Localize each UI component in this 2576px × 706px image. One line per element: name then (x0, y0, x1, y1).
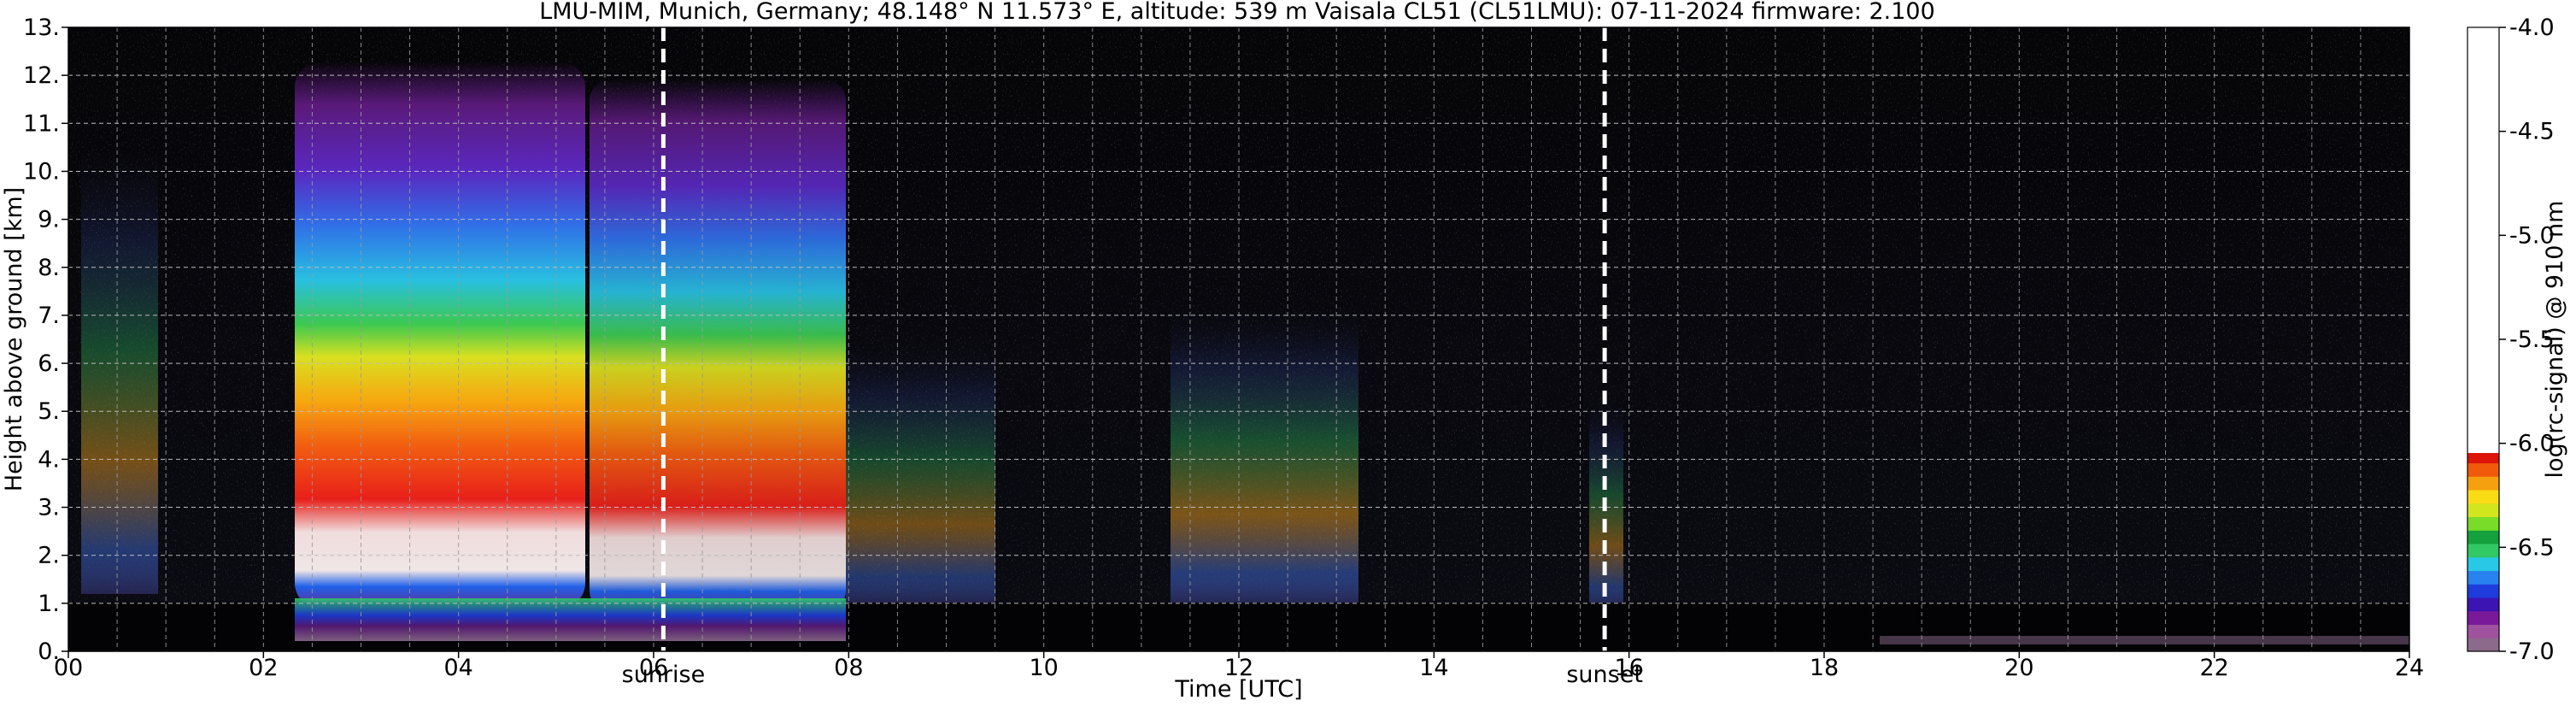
x-tick-label: 24 (2395, 655, 2424, 681)
x-tick-label: 10 (1029, 655, 1058, 681)
colorbar-tick-label: -5.0 (2509, 222, 2555, 249)
feature-surface-glow-main (295, 598, 846, 641)
y-tick-label: 7. (38, 303, 60, 329)
y-tick-label: 2. (38, 543, 60, 569)
y-tick-label: 6. (38, 350, 60, 377)
colorbar-swatch (2467, 556, 2499, 572)
colorbar-swatch (2467, 490, 2499, 504)
plot-area (67, 26, 2410, 652)
colorbar-swatch (2467, 597, 2499, 612)
colorbar-swatch (2467, 584, 2499, 598)
colorbar-swatch (2467, 516, 2499, 531)
colorbar: -4.0 -4.5 -5.0 -5.5 -6.0 -6.5 -7.0 log(rc-sign… (2467, 15, 2568, 665)
sun-markers (660, 27, 1607, 651)
feature-weak-layer-1130 (1171, 308, 1358, 603)
x-tick-label: 18 (1810, 655, 1839, 681)
sunset-label: sunset (1566, 662, 1643, 688)
y-tick-label: 0. (38, 638, 60, 665)
x-tick-label: 14 (1419, 655, 1448, 681)
colorbar-tick-label: -6.0 (2509, 431, 2555, 457)
colorbar-swatch (2467, 476, 2499, 491)
y-axis-label: Height above ground [km] (1, 187, 27, 491)
feature-second-plume-0520 (590, 79, 846, 613)
colorbar-swatch (2467, 570, 2499, 585)
x-tick-label: 02 (249, 655, 278, 681)
x-tick-label: 00 (54, 655, 83, 681)
x-tick-label: 06 (639, 655, 668, 681)
colorbar-ticks: -4.0 -4.5 -5.0 -5.5 -6.0 -6.5 -7.0 (2499, 15, 2555, 665)
x-tick-label: 22 (2199, 655, 2228, 681)
y-tick-label: 4. (38, 446, 60, 473)
y-tick-label: 12. (23, 62, 60, 89)
y-tick-label: 1. (38, 591, 60, 617)
colorbar-tick-label: -4.5 (2509, 119, 2555, 145)
colorbar-swatch (2467, 503, 2499, 518)
feature-surface-glow-late (1880, 636, 2409, 644)
y-tick-label: 9. (38, 207, 60, 233)
colorbar-swatch (2467, 530, 2499, 544)
colorbar-swatches (2467, 422, 2499, 652)
colorbar-tick-label: -7.0 (2509, 638, 2555, 665)
y-tick-label: 10. (23, 158, 60, 185)
chart-title: LMU-MIM, Munich, Germany; 48.148° N 11.5… (539, 0, 1935, 25)
x-tick-label: 12 (1224, 655, 1253, 681)
y-tick-label: 13. (23, 15, 60, 41)
colorbar-swatch (2467, 544, 2499, 558)
x-tick-label: 20 (2004, 655, 2033, 681)
feature-main-plume-0220 (295, 62, 585, 609)
colorbar-swatch (2467, 624, 2499, 638)
x-axis-label: Time [UTC] (1174, 676, 1302, 703)
feature-weak-plume-0000 (81, 150, 158, 594)
colorbar-swatch (2467, 462, 2499, 477)
colorbar-tick-label: -5.5 (2509, 327, 2555, 353)
colorbar-tick-label: -6.5 (2509, 534, 2555, 561)
grid (68, 27, 2409, 651)
x-tick-label: 08 (834, 655, 863, 681)
colorbar-white-segment (2467, 27, 2499, 453)
y-tick-label: 5. (38, 398, 60, 425)
sunrise-label: sunrise (622, 662, 706, 688)
y-tick-label: 3. (38, 495, 60, 521)
x-tick-label: 16 (1614, 655, 1643, 681)
y-tick-label: 11. (23, 110, 60, 137)
colorbar-tick-label: -4.0 (2509, 15, 2555, 41)
feature-weak-layer-0700 (846, 342, 995, 603)
colorbar-swatch (2467, 610, 2499, 626)
x-axis: 00 02 04 06 08 10 12 14 16 18 20 22 24 sunrise sunset (54, 651, 2424, 688)
y-axis: 0. 1. 2. 3. 4. 5. 6. 7. 8. 9. 10. 11. 12. 13. (23, 15, 68, 665)
colorbar-swatch (2467, 638, 2499, 652)
y-tick-label: 8. (38, 255, 60, 281)
x-tick-label: 04 (443, 655, 472, 681)
colorbar-label: log(rc-signal) @ 910 nm (2542, 201, 2568, 479)
